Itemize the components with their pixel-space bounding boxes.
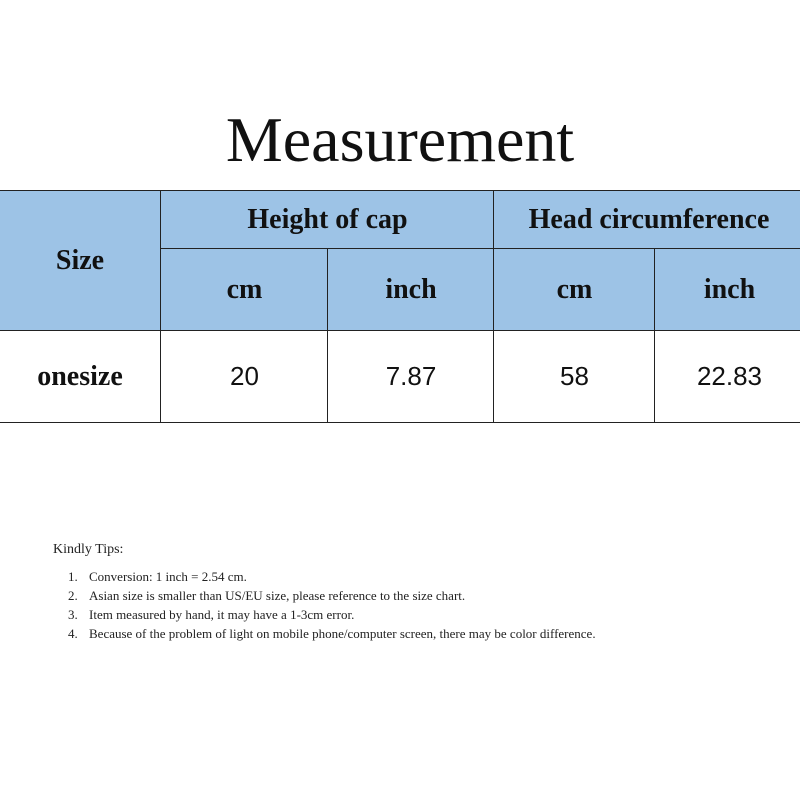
unit-header-inch: inch	[327, 248, 495, 332]
page-title: Measurement	[225, 104, 575, 175]
tip-item: Item measured by hand, it may have a 1-3…	[81, 605, 681, 624]
tip-item: Asian size is smaller than US/EU size, p…	[81, 586, 681, 605]
table-row-size: onesize	[0, 330, 162, 423]
kindly-tips: Kindly Tips: Conversion: 1 inch = 2.54 c…	[53, 540, 681, 643]
unit-header-inch: inch	[654, 248, 800, 332]
table-cell: 20	[160, 330, 329, 423]
table-cell: 58	[493, 330, 656, 423]
unit-header-cm: cm	[493, 248, 656, 332]
size-header: Size	[0, 190, 162, 332]
tip-item: Because of the problem of light on mobil…	[81, 624, 681, 643]
height-of-cap-header: Height of cap	[160, 190, 495, 250]
unit-header-cm: cm	[160, 248, 329, 332]
tips-list: Conversion: 1 inch = 2.54 cm. Asian size…	[53, 567, 681, 643]
head-circumference-header: Head circumference	[493, 190, 800, 250]
table-cell: 7.87	[327, 330, 495, 423]
table-cell: 22.83	[654, 330, 800, 423]
tip-item: Conversion: 1 inch = 2.54 cm.	[81, 567, 681, 586]
tips-heading: Kindly Tips:	[53, 542, 124, 557]
